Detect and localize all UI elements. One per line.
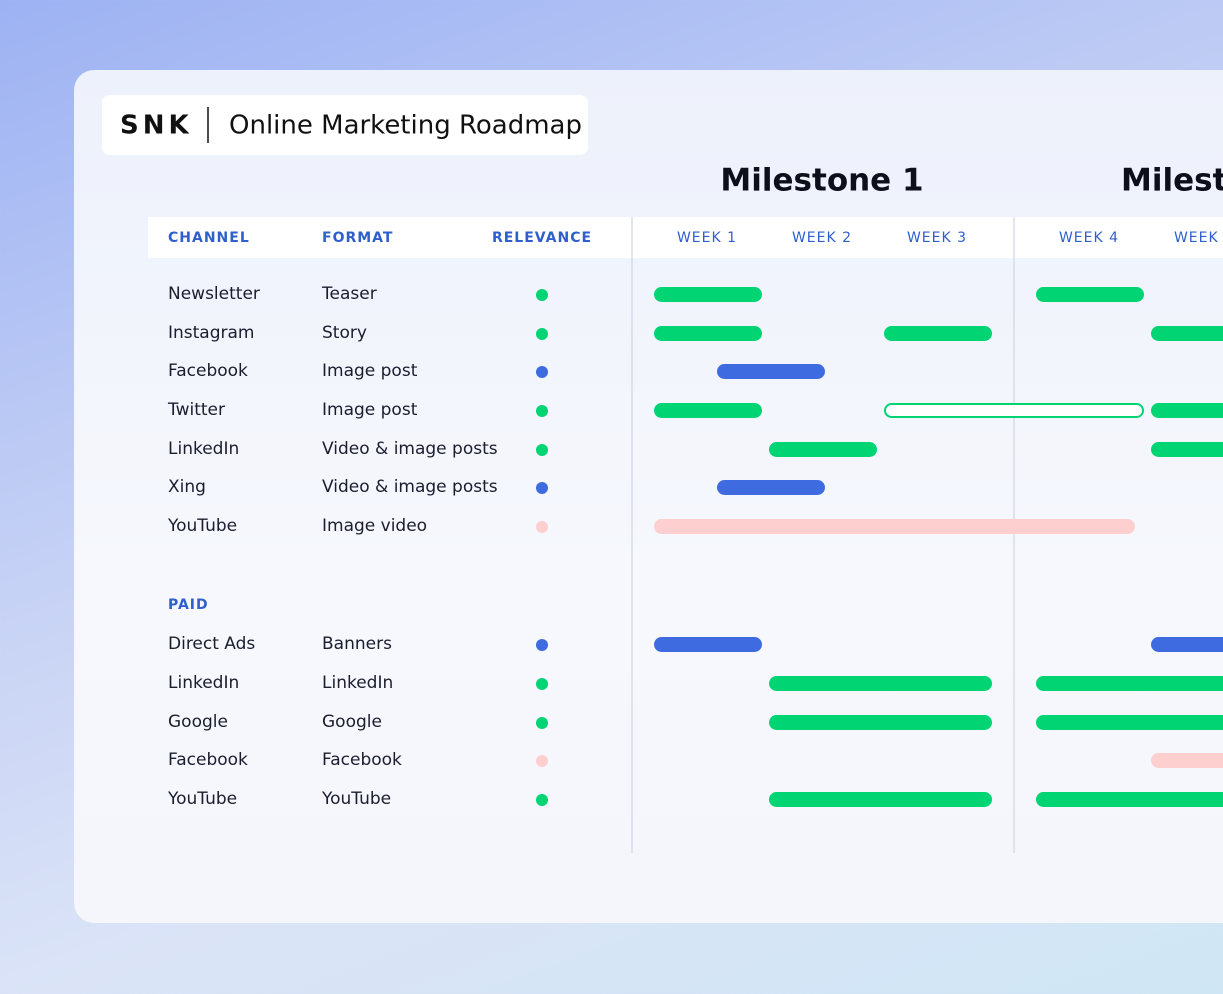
timeline-bar <box>1036 792 1223 807</box>
format: Facebook <box>322 750 402 770</box>
format: Video & image posts <box>322 439 498 459</box>
channel: Newsletter <box>168 284 260 304</box>
week-label: WEEK 4 <box>1059 230 1119 246</box>
relevance-dot <box>536 717 548 729</box>
timeline-bar <box>1036 676 1223 691</box>
timeline-bar <box>654 287 762 302</box>
channel: Facebook <box>168 361 248 381</box>
header-bar <box>148 217 1223 258</box>
format: Google <box>322 712 382 732</box>
timeline-bar <box>654 637 762 652</box>
milestone: Milestone 1 <box>720 163 923 199</box>
channel: LinkedIn <box>168 673 239 693</box>
timeline-bar <box>769 715 992 730</box>
format: Banners <box>322 634 392 654</box>
channel: YouTube <box>167 516 237 536</box>
channel: Instagram <box>168 323 255 343</box>
relevance-dot <box>536 482 548 494</box>
channel: LinkedIn <box>168 439 239 459</box>
relevance-dot <box>536 444 548 456</box>
relevance-dot <box>536 521 548 533</box>
week-label: WEEK 1 <box>677 230 737 246</box>
timeline-bar <box>1151 442 1223 457</box>
column-header: RELEVANCE <box>492 230 592 246</box>
relevance-dot <box>536 639 548 651</box>
channel: Facebook <box>168 750 248 770</box>
timeline-bar <box>654 519 1135 534</box>
timeline-bar <box>1036 715 1223 730</box>
column-header: FORMAT <box>322 230 393 246</box>
timeline-bar <box>769 792 992 807</box>
format: LinkedIn <box>322 673 393 693</box>
channel: Google <box>168 712 228 732</box>
channel: Direct Ads <box>168 634 255 654</box>
timeline-bar <box>1036 287 1144 302</box>
relevance-dot <box>536 328 548 340</box>
relevance-dot <box>536 794 548 806</box>
channel: YouTube <box>167 789 237 809</box>
timeline-bar <box>654 326 762 341</box>
week-label: WEEK 5 <box>1174 230 1223 246</box>
relevance-dot <box>536 755 548 767</box>
title: Online Marketing Roadmap <box>229 111 582 141</box>
column-header: CHANNEL <box>168 230 250 246</box>
timeline-bar <box>654 403 762 418</box>
timeline-bar <box>769 676 992 691</box>
format: Image video <box>322 516 427 536</box>
timeline-bar <box>1151 753 1223 768</box>
relevance-dot <box>536 366 548 378</box>
format: YouTube <box>321 789 391 809</box>
timeline-bar <box>769 442 877 457</box>
timeline-bar <box>717 364 825 379</box>
relevance-dot <box>536 678 548 690</box>
format: Story <box>322 323 367 343</box>
logo: SNK <box>120 111 193 141</box>
format: Video & image posts <box>322 477 498 497</box>
format: Image post <box>322 400 418 420</box>
timeline-bar <box>1151 403 1223 418</box>
week-label: WEEK 3 <box>907 230 967 246</box>
title-box <box>102 95 588 155</box>
roadmap-card <box>74 70 1223 923</box>
channel: Twitter <box>167 400 225 420</box>
timeline-bar <box>1151 637 1223 652</box>
timeline-bar <box>717 480 825 495</box>
relevance-dot <box>536 405 548 417</box>
timeline-bar <box>1151 326 1223 341</box>
format: Teaser <box>321 284 377 304</box>
section-title: PAID <box>168 597 209 613</box>
timeline-bar <box>884 326 992 341</box>
relevance-dot <box>536 289 548 301</box>
timeline-bar <box>884 403 1144 418</box>
week-label: WEEK 2 <box>792 230 852 246</box>
channel: Xing <box>168 477 206 497</box>
milestone: Milestone 2 <box>1121 163 1223 199</box>
format: Image post <box>322 361 418 381</box>
